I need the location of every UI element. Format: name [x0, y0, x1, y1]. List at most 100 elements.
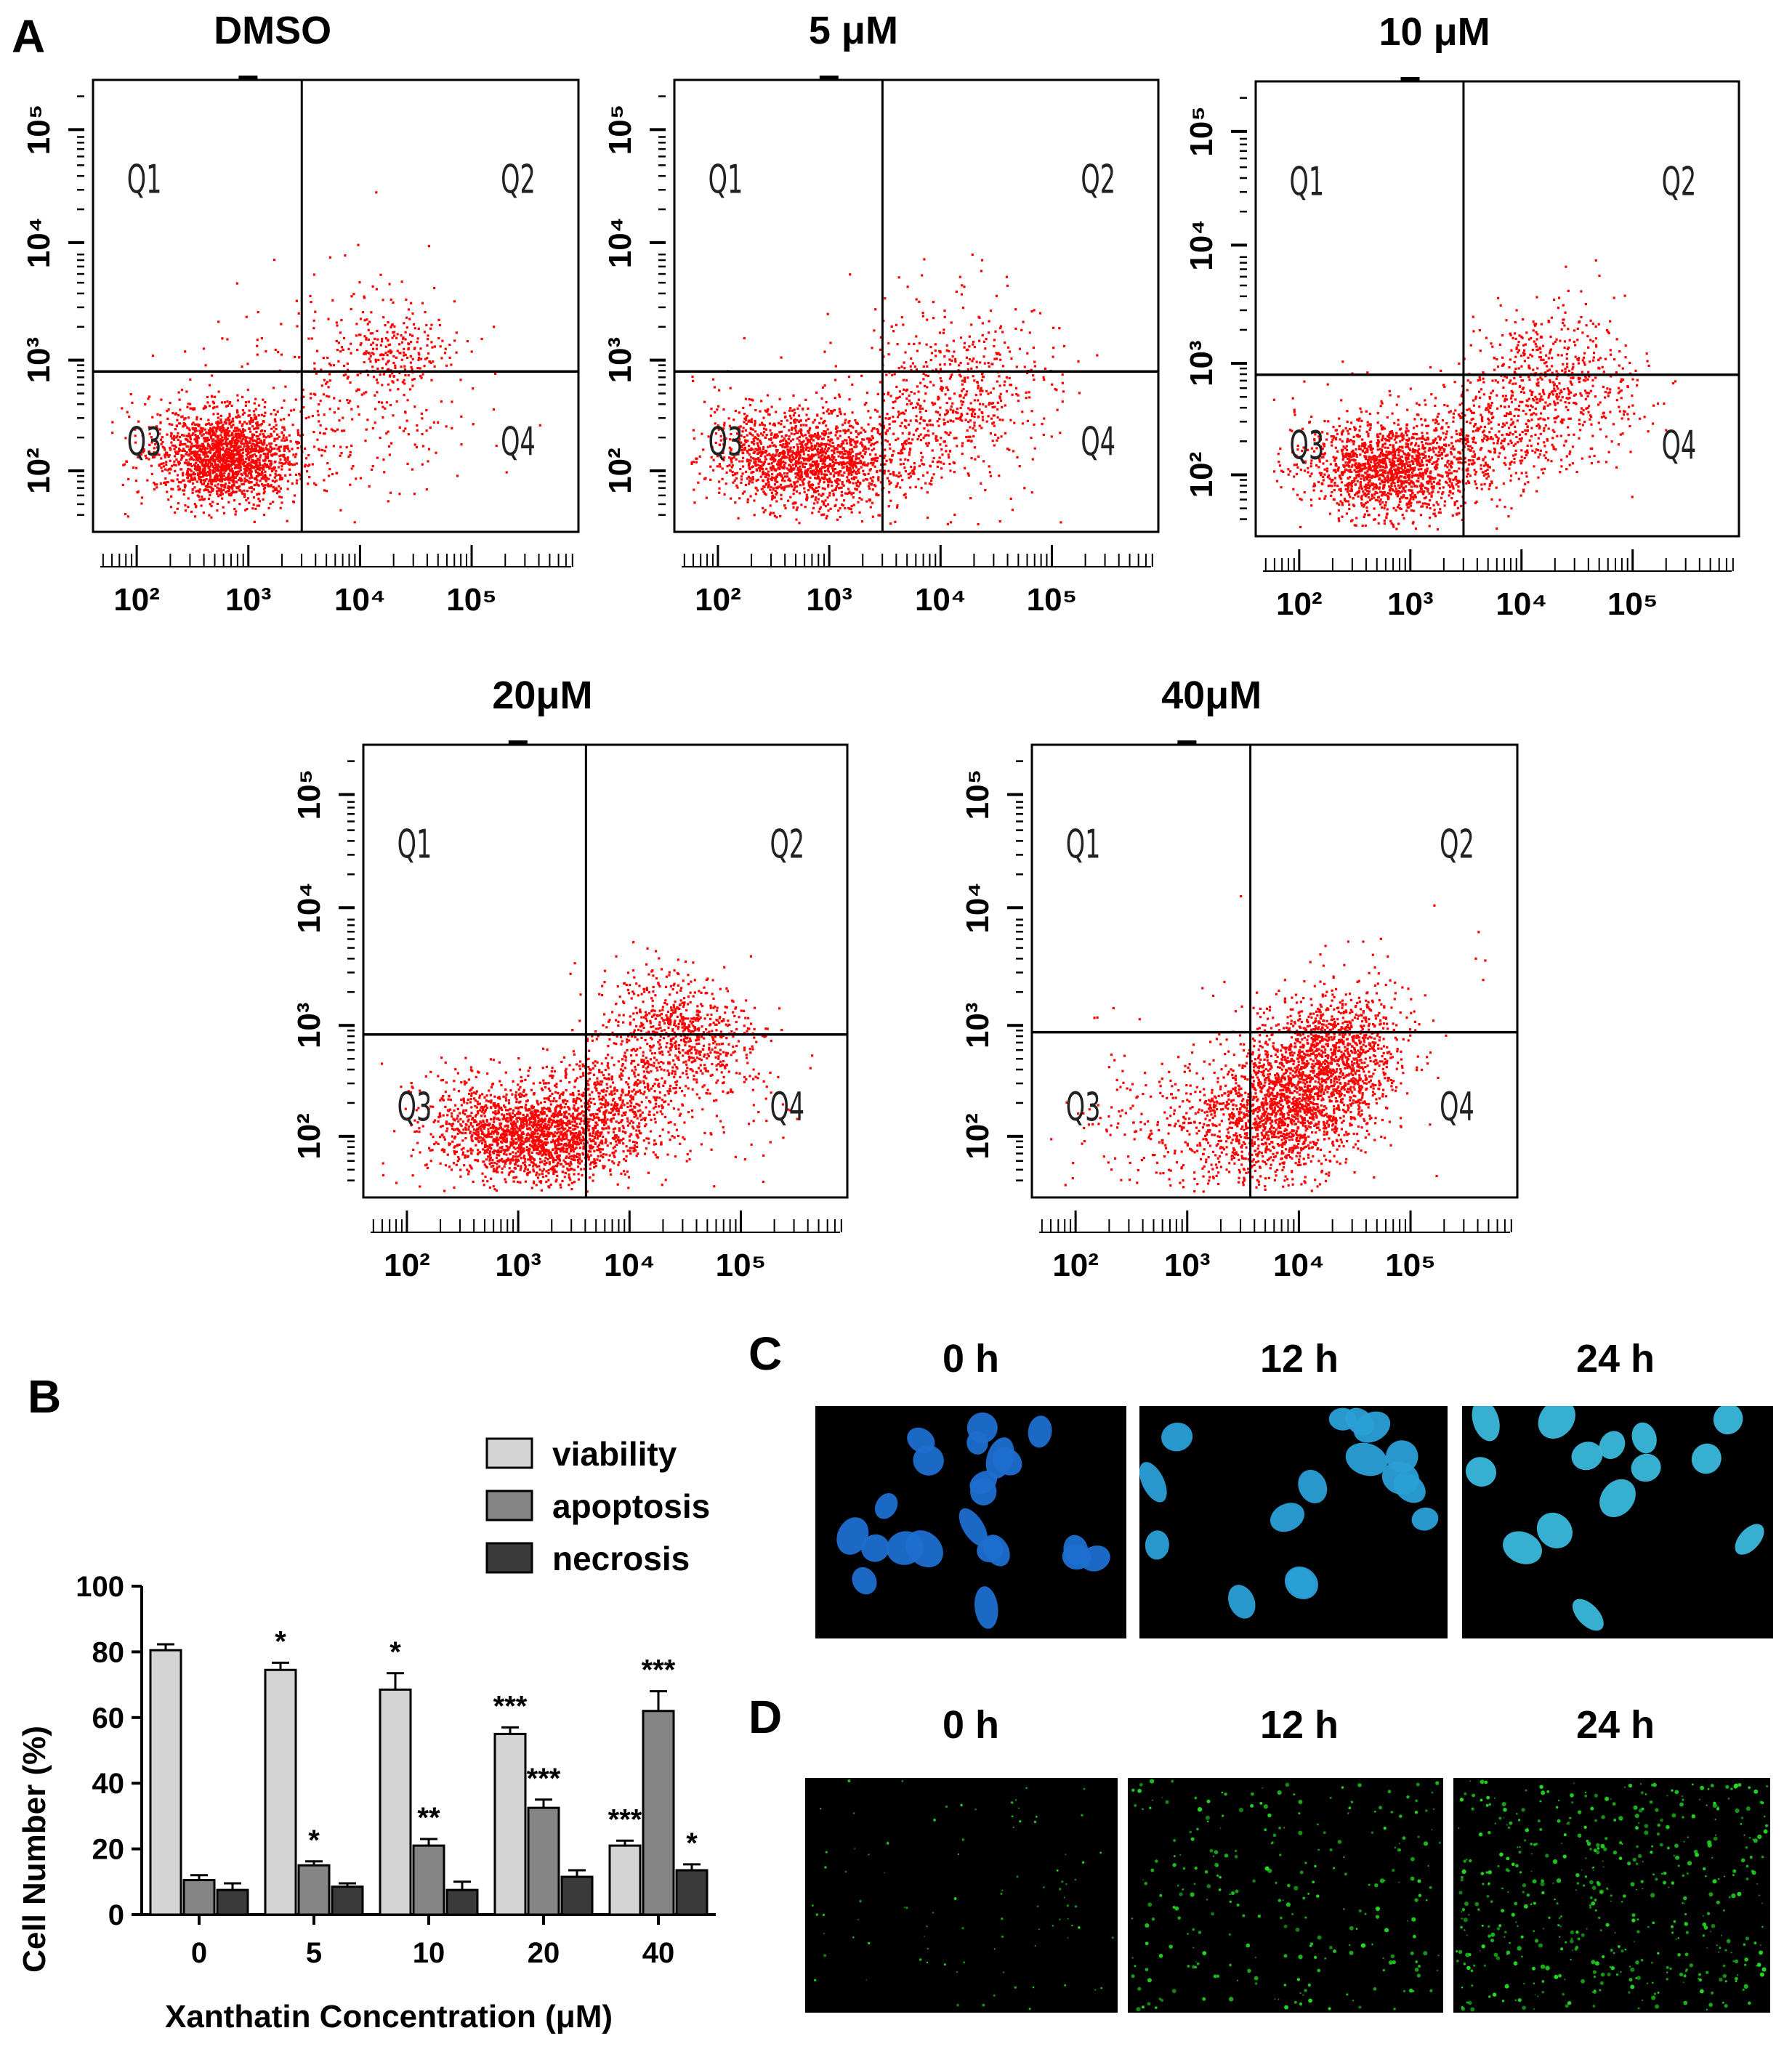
- quadrant-label-q3: Q3: [1290, 422, 1325, 469]
- fluorescence-image: [1453, 1778, 1770, 2013]
- bar-chart: Cell Number (%) Xanthatin Concentration …: [17, 1571, 716, 2034]
- panel-label-b: B: [28, 1370, 61, 1423]
- flow-x-tick-label: 10⁴: [915, 582, 966, 618]
- flow-plot-title: 20μM: [492, 674, 592, 717]
- flow-x-tick-label: 10⁵: [1027, 582, 1078, 618]
- quadrant-label-q3: Q3: [127, 419, 162, 465]
- quadrant-label-q1: Q1: [127, 156, 162, 203]
- nuclei-image: [1461, 1392, 1773, 1638]
- flow-dots: [1050, 895, 1486, 1193]
- bar-apoptosis: [643, 1711, 674, 1915]
- quadrant-label-q3: Q3: [709, 419, 743, 465]
- y-tick-label: 40: [92, 1768, 125, 1800]
- legend-swatch-apoptosis: [487, 1491, 532, 1520]
- flow-y-tick-label: 10²: [602, 448, 638, 494]
- quadrant-label-q3: Q3: [1066, 1084, 1101, 1131]
- x-tick-label: 10: [413, 1937, 445, 1969]
- flow-x-tick-label: 10³: [1387, 586, 1434, 622]
- bar-necrosis: [217, 1890, 248, 1915]
- flow-plot-title: 10 μM: [1379, 10, 1490, 54]
- bar-apoptosis: [528, 1808, 559, 1915]
- legend-label-necrosis: necrosis: [552, 1540, 690, 1577]
- quadrant-label-q1: Q1: [709, 156, 743, 203]
- y-axis-label: Cell Number (%): [17, 1726, 52, 1973]
- flow-x-tick-label: 10²: [113, 582, 160, 618]
- flow-x-tick-label: 10⁵: [1607, 586, 1658, 622]
- bar-necrosis: [562, 1877, 592, 1915]
- bar-apoptosis: [299, 1865, 329, 1915]
- flow-x-tick-label: 10³: [806, 582, 852, 618]
- quadrant-label-q2: Q2: [1662, 158, 1697, 205]
- panel-c-time-24h: 24 h: [1576, 1337, 1655, 1381]
- legend: viability apoptosis necrosis: [487, 1435, 710, 1577]
- y-tick-label: 0: [108, 1899, 124, 1931]
- flow-y-tick-label: 10²: [21, 448, 57, 494]
- flow-y-tick-label: 10⁵: [602, 105, 638, 155]
- quadrant-label-q2: Q2: [501, 156, 536, 203]
- x-tick-label: 5: [306, 1937, 322, 1969]
- fluorescence-image: [1128, 1778, 1443, 2013]
- bar-viability: [265, 1670, 296, 1915]
- flow-x-tick-label: 10³: [225, 582, 272, 618]
- x-tick-label: 20: [528, 1937, 560, 1969]
- quadrant-label-q4: Q4: [501, 419, 536, 465]
- flow-x-tick-label: 10⁵: [1385, 1248, 1436, 1283]
- legend-label-viability: viability: [552, 1435, 677, 1473]
- legend-label-apoptosis: apoptosis: [552, 1487, 710, 1525]
- flow-plot-title: 5 μM: [809, 9, 898, 52]
- flow-x-tick-label: 10⁴: [1496, 586, 1547, 622]
- flow-y-tick-label: 10⁵: [960, 769, 996, 820]
- bar-viability: [610, 1846, 640, 1915]
- flow-x-tick-label: 10²: [1276, 586, 1323, 622]
- flow-x-tick-label: 10³: [495, 1248, 541, 1283]
- quadrant-label-q1: Q1: [1066, 821, 1101, 868]
- quadrant-label-q2: Q2: [770, 821, 804, 868]
- panel-c-time-0h: 0 h: [943, 1337, 999, 1381]
- bar-apoptosis: [184, 1880, 214, 1915]
- x-tick-label: 0: [191, 1937, 207, 1969]
- flow-y-tick-label: 10³: [602, 337, 638, 384]
- quadrant-label-q2: Q2: [1440, 821, 1474, 868]
- nuclei-image: [1134, 1402, 1448, 1638]
- significance-stars: ***: [527, 1763, 561, 1795]
- significance-stars: *: [390, 1636, 401, 1668]
- flow-x-tick-label: 10⁵: [446, 582, 497, 618]
- quadrant-label-q2: Q2: [1081, 156, 1115, 203]
- flow-y-tick-label: 10⁴: [21, 217, 57, 269]
- flow-dots: [690, 254, 1098, 525]
- flow-x-tick-label: 10²: [384, 1248, 430, 1283]
- panel-label-d: D: [748, 1691, 782, 1743]
- fluorescence-image: [805, 1778, 1118, 2013]
- flow-y-tick-label: 10³: [960, 1002, 996, 1048]
- y-tick-label: 100: [76, 1571, 124, 1603]
- nuclei-image: [815, 1406, 1126, 1638]
- flow-y-tick-label: 10³: [21, 337, 57, 384]
- quadrant-label-q1: Q1: [397, 821, 432, 868]
- bar-viability: [150, 1650, 181, 1915]
- flow-x-tick-label: 10⁵: [716, 1248, 767, 1283]
- quadrant-label-q3: Q3: [397, 1084, 432, 1131]
- legend-swatch-necrosis: [487, 1543, 532, 1572]
- panel-label-c: C: [748, 1327, 782, 1380]
- panel-label-a: A: [12, 10, 45, 62]
- flow-dots: [381, 941, 813, 1192]
- significance-stars: ***: [493, 1690, 528, 1722]
- flow-x-tick-label: 10⁴: [334, 582, 386, 618]
- bar-necrosis: [447, 1890, 477, 1915]
- flow-x-tick-label: 10⁴: [604, 1248, 655, 1283]
- panel-c-images: [815, 1392, 1773, 1638]
- quadrant-label-q1: Q1: [1290, 158, 1325, 205]
- bar-viability: [380, 1689, 411, 1915]
- flow-y-tick-label: 10²: [1184, 452, 1219, 498]
- flow-y-tick-label: 10⁵: [1184, 106, 1219, 157]
- quadrant-label-q4: Q4: [770, 1084, 804, 1131]
- quadrant-label-q4: Q4: [1440, 1084, 1474, 1131]
- flow-dots: [1273, 259, 1676, 530]
- y-tick-label: 20: [92, 1834, 125, 1866]
